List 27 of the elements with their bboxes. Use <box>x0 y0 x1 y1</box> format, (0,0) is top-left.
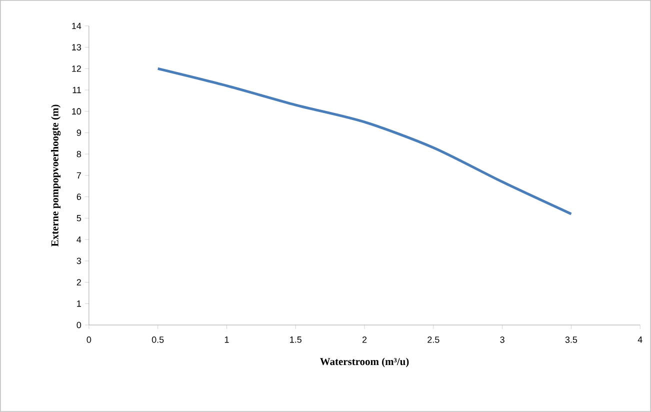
y-tick-label: 10 <box>72 108 82 115</box>
y-tick-label: 0 <box>76 322 82 328</box>
y-tick-label: 5 <box>76 215 82 222</box>
x-tick-label: 3.5 <box>565 336 578 343</box>
y-tick-label: 9 <box>76 130 81 136</box>
x-tick-label: 1 <box>224 336 229 343</box>
x-tick-label: 3 <box>500 336 504 343</box>
x-tick-label: 4 <box>638 336 642 343</box>
y-tick-label: 3 <box>76 258 82 264</box>
y-tick-label: 11 <box>72 86 81 94</box>
y-tick-label: 7 <box>76 172 81 179</box>
y-tick-label: 2 <box>76 279 81 286</box>
line-series <box>156 67 573 216</box>
x-tick-label: 0 <box>86 336 92 343</box>
x-tick-label: 1.5 <box>290 336 302 343</box>
x-tick-label: 2.5 <box>428 336 440 343</box>
y-tick-label: 14 <box>72 22 82 30</box>
y-tick-label: 8 <box>76 150 82 158</box>
y-tick-label: 6 <box>76 194 82 200</box>
x-axis-title: Waterstroom (m³/u) <box>320 358 409 368</box>
x-tick-label: 2 <box>362 336 367 343</box>
y-tick-label: 4 <box>76 236 82 243</box>
y-tick-label: 12 <box>72 66 81 72</box>
y-axis-title: Externe pompopvoerhoogte (m) <box>51 104 61 247</box>
y-tick-label: 13 <box>72 44 82 50</box>
y-tick-label: 1 <box>77 300 81 307</box>
x-tick-label: 0.5 <box>152 336 164 343</box>
